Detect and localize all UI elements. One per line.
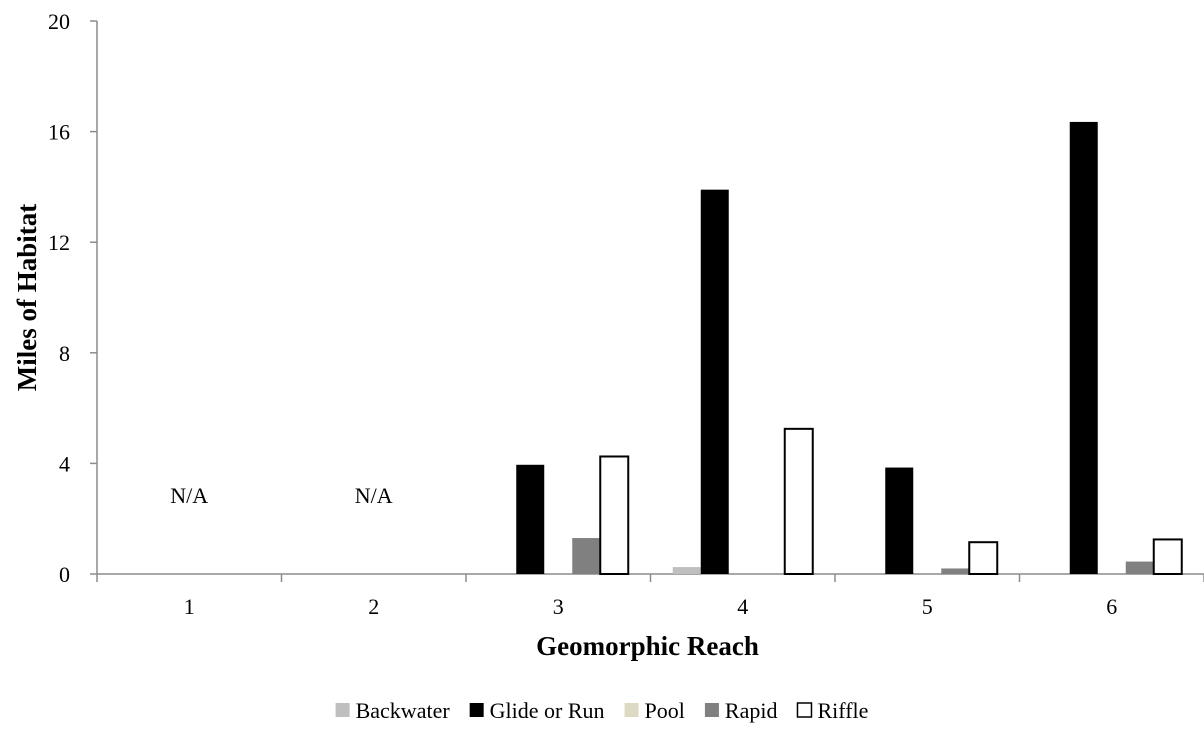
na-annotation: N/A bbox=[355, 483, 393, 508]
bar-backwater bbox=[672, 567, 701, 574]
bar-riffle bbox=[783, 427, 814, 575]
bar-rapid bbox=[572, 538, 601, 574]
legend-swatch bbox=[796, 702, 813, 718]
x-tick-label: 6 bbox=[1106, 594, 1117, 619]
y-tick-label: 20 bbox=[48, 9, 70, 34]
y-tick-label: 8 bbox=[59, 341, 70, 366]
legend-label: Rapid bbox=[725, 698, 778, 723]
x-tick-label: 3 bbox=[553, 594, 564, 619]
legend-swatch bbox=[704, 703, 719, 717]
x-tick-label: 2 bbox=[368, 594, 379, 619]
bar-glide-or-run bbox=[885, 467, 914, 574]
legend-item: Glide or Run bbox=[469, 698, 605, 723]
legend-label: Glide or Run bbox=[490, 698, 605, 723]
bar-riffle bbox=[599, 455, 630, 575]
legend-swatch bbox=[624, 703, 639, 717]
y-tick-label: 4 bbox=[59, 451, 70, 476]
y-tick-label: 0 bbox=[59, 562, 70, 587]
x-tick-label: 4 bbox=[737, 594, 748, 619]
legend-item: Rapid bbox=[704, 698, 778, 723]
legend: Backwater Glide or Run Pool Rapid Riffle bbox=[335, 698, 868, 723]
legend-label: Riffle bbox=[817, 698, 868, 723]
bar-riffle bbox=[968, 541, 999, 576]
bar-glide-or-run bbox=[700, 189, 729, 575]
legend-item: Pool bbox=[624, 698, 685, 723]
y-tick-label: 16 bbox=[48, 120, 70, 145]
y-axis-title: Miles of Habitat bbox=[12, 204, 42, 391]
legend-swatch bbox=[469, 703, 484, 717]
legend-swatch bbox=[335, 703, 350, 717]
legend-label: Backwater bbox=[356, 698, 451, 723]
bar-rapid bbox=[1125, 561, 1154, 574]
bar-rapid bbox=[941, 568, 970, 574]
bar-riffle bbox=[1152, 538, 1183, 575]
x-tick-label: 5 bbox=[922, 594, 933, 619]
na-annotation: N/A bbox=[170, 483, 208, 508]
x-axis-title: Geomorphic Reach bbox=[536, 631, 759, 661]
x-tick-label: 1 bbox=[184, 594, 195, 619]
legend-item: Backwater bbox=[335, 698, 451, 723]
legend-label: Pool bbox=[645, 698, 685, 723]
bar-glide-or-run bbox=[1069, 121, 1098, 575]
bar-glide-or-run bbox=[516, 464, 545, 574]
y-tick-label: 12 bbox=[48, 230, 70, 255]
legend-item: Riffle bbox=[796, 698, 868, 723]
